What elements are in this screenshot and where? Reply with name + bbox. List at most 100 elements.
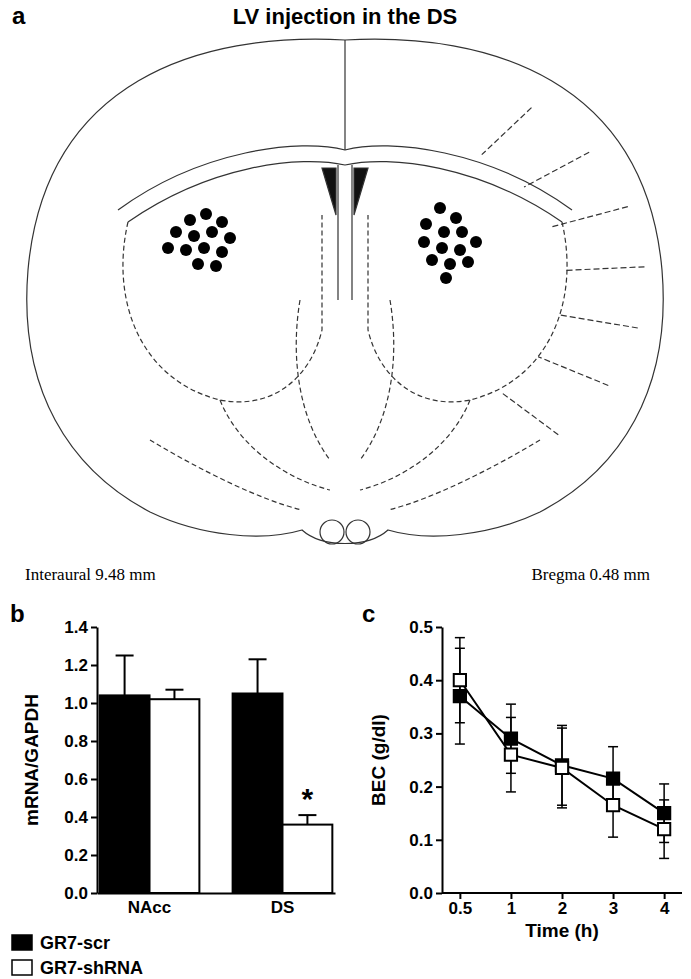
x-tick-label: 2 (558, 899, 567, 918)
y-tick-mark (436, 839, 442, 841)
cortex-boundary (560, 315, 638, 328)
y-tick-label: 0.0 (64, 884, 88, 903)
bar (100, 695, 150, 893)
y-tick: 1.4 (64, 618, 97, 637)
diagram-title: LV injection in the DS (233, 4, 458, 29)
y-tick-label: 1.0 (64, 694, 88, 713)
series-line (460, 680, 664, 829)
injection-site (180, 244, 192, 256)
error-cap (608, 746, 618, 748)
y-axis-line (97, 628, 99, 894)
ventral-structures (296, 300, 394, 460)
injection-site (434, 202, 446, 214)
bar (282, 825, 332, 893)
y-axis: 0.0 0.1 0.2 0.3 0.4 0.5 (409, 618, 442, 903)
septum (338, 165, 352, 300)
cortex-boundary (565, 267, 645, 271)
y-tick: 0.0 (409, 884, 442, 903)
x-tick-label: NAcc (128, 898, 171, 917)
brain-section (27, 39, 663, 544)
error-bar (257, 659, 259, 693)
error-cap (455, 743, 465, 745)
x-tick-label: 3 (609, 899, 618, 918)
y-tick: 0.2 (409, 778, 442, 797)
y-tick: 0.1 (409, 831, 442, 850)
corpus-callosum (128, 162, 562, 222)
injection-site (198, 242, 210, 254)
x-axis-line (98, 893, 336, 895)
marker (505, 749, 517, 761)
y-axis-title: mRNA/GAPDH (21, 694, 42, 826)
injection-site (438, 226, 450, 238)
error-cap (659, 858, 669, 860)
error-cap (455, 722, 465, 724)
x-tick: NAcc (128, 893, 171, 917)
legend-swatch (12, 935, 32, 950)
marker (556, 762, 568, 774)
midline (344, 40, 345, 150)
error-bar (124, 656, 126, 696)
panel-c: c0.00.10.20.30.40.50.51234Time (h)BEC (g… (362, 600, 682, 941)
y-tick-label: 0.4 (409, 671, 433, 690)
striatum-border (123, 215, 322, 402)
anterior-commissure (320, 520, 344, 544)
x-tick: 3 (609, 893, 618, 918)
injection-site (216, 246, 228, 258)
y-tick: 0.0 (64, 884, 97, 903)
coordinate-label: Bregma 0.48 mm (531, 565, 650, 584)
y-tick-label: 1.2 (64, 656, 88, 675)
x-axis: NAccDS (98, 893, 336, 917)
x-tick-label: 4 (660, 899, 670, 918)
error-bar (306, 815, 308, 825)
panel-a: aLV injection in the DSInteraural 9.48 m… (12, 2, 663, 584)
injection-site (462, 256, 474, 268)
error-cap (455, 637, 465, 639)
injection-site (224, 232, 236, 244)
marker (454, 690, 466, 702)
error-cap (506, 703, 516, 705)
injection-site (188, 230, 200, 242)
y-tick-label: 1.4 (64, 618, 88, 637)
plot-area (100, 656, 333, 894)
error-bar (173, 690, 175, 700)
injection-site (420, 218, 432, 230)
x-axis: 0.51234 (442, 893, 682, 918)
y-tick-label: 0.5 (409, 618, 433, 637)
y-tick-mark (91, 665, 97, 667)
y-axis: 0.00.20.40.60.81.01.21.4 (64, 618, 97, 903)
error-cap (506, 717, 516, 719)
y-tick-mark (436, 680, 442, 682)
injection-site (440, 272, 452, 284)
cortex-boundary (501, 393, 558, 435)
plot-area (454, 638, 671, 859)
x-tick: 0.5 (449, 893, 473, 918)
y-tick-mark (91, 893, 97, 895)
error-cap (659, 799, 669, 801)
y-tick: 0.2 (64, 846, 97, 865)
y-tick-label: 0.3 (409, 724, 433, 743)
y-tick-mark (436, 893, 442, 895)
error-cap (116, 655, 134, 657)
ventricle (354, 168, 368, 215)
legend-swatch (12, 960, 32, 975)
cortex-boundary (482, 108, 532, 155)
y-tick-mark (91, 627, 97, 629)
figure: aLV injection in the DSInteraural 9.48 m… (0, 0, 691, 979)
panel-label: b (10, 600, 25, 627)
injection-site (170, 226, 182, 238)
injection-site (436, 242, 448, 254)
ventral-structures (150, 400, 540, 510)
error-cap (557, 807, 567, 809)
x-tick: 4 (660, 893, 670, 918)
injection-site (192, 258, 204, 270)
injection-site (200, 208, 212, 220)
y-tick: 0.4 (64, 808, 97, 827)
y-tick-label: 0.8 (64, 732, 88, 751)
error-cap (557, 727, 567, 729)
injection-site (206, 226, 218, 238)
y-tick: 0.4 (409, 671, 442, 690)
y-axis-title: BEC (g/dl) (368, 714, 389, 806)
y-tick: 0.8 (64, 732, 97, 751)
marker (454, 674, 466, 686)
error-cap (557, 725, 567, 727)
